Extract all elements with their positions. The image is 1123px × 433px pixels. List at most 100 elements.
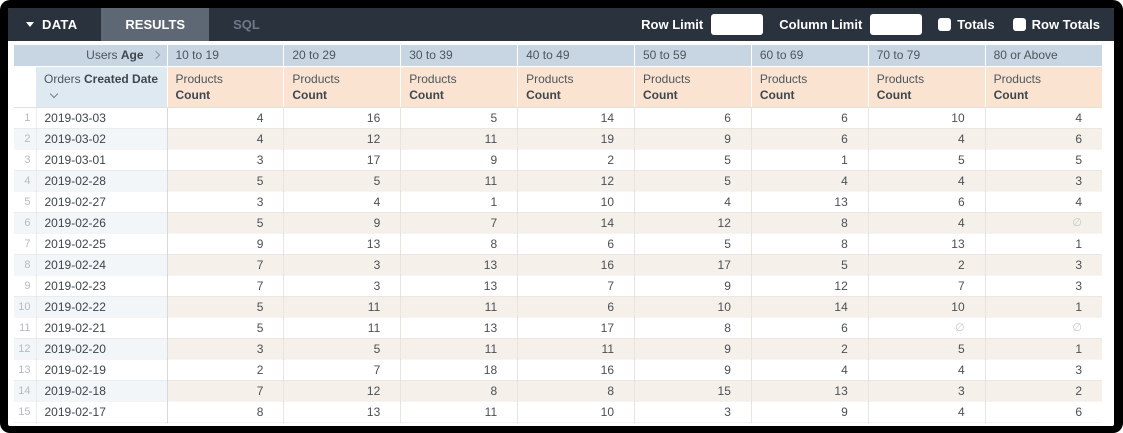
value-cell[interactable]: 4 bbox=[868, 128, 986, 150]
measure-header[interactable]: Products Count bbox=[166, 65, 284, 108]
value-cell[interactable]: 4 bbox=[634, 191, 752, 213]
value-cell[interactable]: 6 bbox=[517, 233, 635, 255]
value-cell[interactable]: 12 bbox=[517, 170, 635, 192]
value-cell[interactable]: 11 bbox=[400, 296, 519, 318]
value-cell[interactable]: 11 bbox=[400, 170, 519, 192]
value-cell[interactable]: 2 bbox=[517, 149, 635, 171]
value-cell[interactable]: 4 bbox=[868, 170, 986, 192]
value-cell[interactable]: 6 bbox=[985, 401, 1102, 423]
value-cell[interactable]: 10 bbox=[634, 296, 752, 318]
value-cell[interactable]: 8 bbox=[634, 317, 752, 339]
date-cell[interactable]: 2019-02-25 bbox=[36, 233, 168, 255]
value-cell[interactable]: 3 bbox=[634, 401, 752, 423]
date-cell[interactable]: 2019-02-22 bbox=[36, 296, 168, 318]
date-cell[interactable]: 2019-02-20 bbox=[36, 338, 168, 360]
date-cell[interactable]: 2019-02-17 bbox=[36, 401, 168, 423]
value-cell[interactable]: 2 bbox=[167, 359, 285, 381]
value-cell[interactable]: 3 bbox=[283, 275, 402, 297]
tab-sql[interactable]: SQL bbox=[209, 8, 284, 41]
value-cell[interactable]: 7 bbox=[400, 212, 519, 234]
value-cell[interactable]: 4 bbox=[751, 359, 869, 381]
value-cell[interactable]: 11 bbox=[283, 317, 402, 339]
value-cell[interactable]: 9 bbox=[751, 401, 869, 423]
pivot-bucket-header[interactable]: 30 to 39 bbox=[400, 45, 518, 66]
value-cell[interactable]: 4 bbox=[868, 359, 986, 381]
value-cell[interactable]: 5 bbox=[985, 149, 1102, 171]
pivot-bucket-header[interactable]: 60 to 69 bbox=[750, 45, 869, 66]
value-cell[interactable]: 12 bbox=[283, 128, 402, 150]
value-cell[interactable]: 5 bbox=[167, 170, 285, 192]
value-cell[interactable]: 5 bbox=[167, 296, 285, 318]
value-cell[interactable]: 1 bbox=[985, 296, 1102, 318]
value-cell[interactable]: 3 bbox=[985, 170, 1102, 192]
pivot-field-header[interactable]: Users Age bbox=[14, 45, 167, 66]
row-totals-checkbox[interactable] bbox=[1012, 18, 1026, 31]
value-cell[interactable]: 3 bbox=[167, 191, 285, 213]
value-cell[interactable]: 10 bbox=[868, 296, 986, 318]
value-cell[interactable]: 7 bbox=[283, 359, 402, 381]
value-cell[interactable]: 10 bbox=[517, 191, 635, 213]
value-cell[interactable]: 9 bbox=[634, 128, 752, 150]
value-cell[interactable]: 12 bbox=[634, 212, 752, 234]
tab-data[interactable]: DATA bbox=[8, 8, 101, 41]
value-cell[interactable]: 13 bbox=[400, 254, 519, 276]
value-cell[interactable]: 9 bbox=[283, 212, 402, 234]
value-cell[interactable]: 9 bbox=[634, 359, 752, 381]
value-cell[interactable]: 3 bbox=[985, 359, 1102, 381]
value-cell[interactable]: 12 bbox=[283, 380, 402, 402]
value-cell[interactable]: 2 bbox=[868, 254, 986, 276]
value-cell[interactable]: 3 bbox=[167, 338, 285, 360]
value-cell[interactable]: 13 bbox=[283, 233, 402, 255]
value-cell[interactable]: 13 bbox=[751, 191, 869, 213]
value-cell[interactable]: 1 bbox=[751, 149, 869, 171]
value-cell[interactable]: 6 bbox=[751, 317, 869, 339]
tab-results[interactable]: RESULTS bbox=[101, 8, 210, 41]
value-cell[interactable]: 14 bbox=[517, 107, 635, 129]
value-cell[interactable]: 6 bbox=[751, 107, 869, 129]
value-cell[interactable]: 3 bbox=[283, 254, 402, 276]
value-cell[interactable]: 17 bbox=[283, 149, 402, 171]
value-cell[interactable]: 8 bbox=[400, 233, 519, 255]
value-cell[interactable]: 8 bbox=[751, 233, 869, 255]
value-cell[interactable]: 4 bbox=[985, 191, 1102, 213]
measure-header[interactable]: Products Count bbox=[634, 65, 752, 108]
value-cell[interactable]: 11 bbox=[400, 401, 519, 423]
date-cell[interactable]: 2019-03-03 bbox=[36, 107, 168, 129]
value-cell[interactable]: 4 bbox=[167, 128, 285, 150]
date-cell[interactable]: 2019-02-23 bbox=[36, 275, 168, 297]
measure-header[interactable]: Products Count bbox=[517, 65, 635, 108]
value-cell[interactable]: 10 bbox=[868, 107, 986, 129]
value-cell[interactable]: 3 bbox=[167, 149, 285, 171]
value-cell[interactable]: 6 bbox=[751, 128, 869, 150]
value-cell[interactable]: 4 bbox=[167, 107, 285, 129]
date-cell[interactable]: 2019-02-27 bbox=[36, 191, 168, 213]
value-cell[interactable]: 4 bbox=[751, 170, 869, 192]
value-cell[interactable]: 2 bbox=[985, 380, 1102, 402]
value-cell[interactable]: 9 bbox=[634, 275, 752, 297]
row-limit-input[interactable] bbox=[711, 14, 764, 35]
value-cell[interactable]: 5 bbox=[167, 212, 285, 234]
value-cell[interactable]: 8 bbox=[400, 380, 519, 402]
value-cell[interactable]: 4 bbox=[868, 401, 986, 423]
value-cell[interactable]: 5 bbox=[751, 254, 869, 276]
value-cell[interactable]: 1 bbox=[985, 233, 1102, 255]
value-cell[interactable]: 5 bbox=[634, 170, 752, 192]
value-cell[interactable]: 11 bbox=[283, 296, 402, 318]
date-cell[interactable]: 2019-02-21 bbox=[36, 317, 168, 339]
value-cell[interactable]: 17 bbox=[634, 254, 752, 276]
value-cell[interactable]: 5 bbox=[868, 338, 986, 360]
value-cell[interactable]: 11 bbox=[400, 338, 519, 360]
date-cell[interactable]: 2019-02-28 bbox=[36, 170, 168, 192]
value-cell-null[interactable]: ∅ bbox=[985, 317, 1102, 339]
value-cell[interactable]: 8 bbox=[167, 401, 285, 423]
measure-header[interactable]: Products Count bbox=[283, 65, 401, 108]
measure-header[interactable]: Products Count bbox=[400, 65, 518, 108]
value-cell[interactable]: 6 bbox=[634, 107, 752, 129]
date-cell[interactable]: 2019-02-19 bbox=[36, 359, 168, 381]
value-cell[interactable]: 13 bbox=[400, 317, 519, 339]
value-cell[interactable]: 1 bbox=[400, 191, 519, 213]
value-cell[interactable]: 10 bbox=[517, 401, 635, 423]
row-field-header[interactable]: Orders Created Date bbox=[36, 65, 167, 108]
measure-header[interactable]: Products Count bbox=[867, 65, 986, 108]
pivot-bucket-header[interactable]: 40 to 49 bbox=[517, 45, 635, 66]
